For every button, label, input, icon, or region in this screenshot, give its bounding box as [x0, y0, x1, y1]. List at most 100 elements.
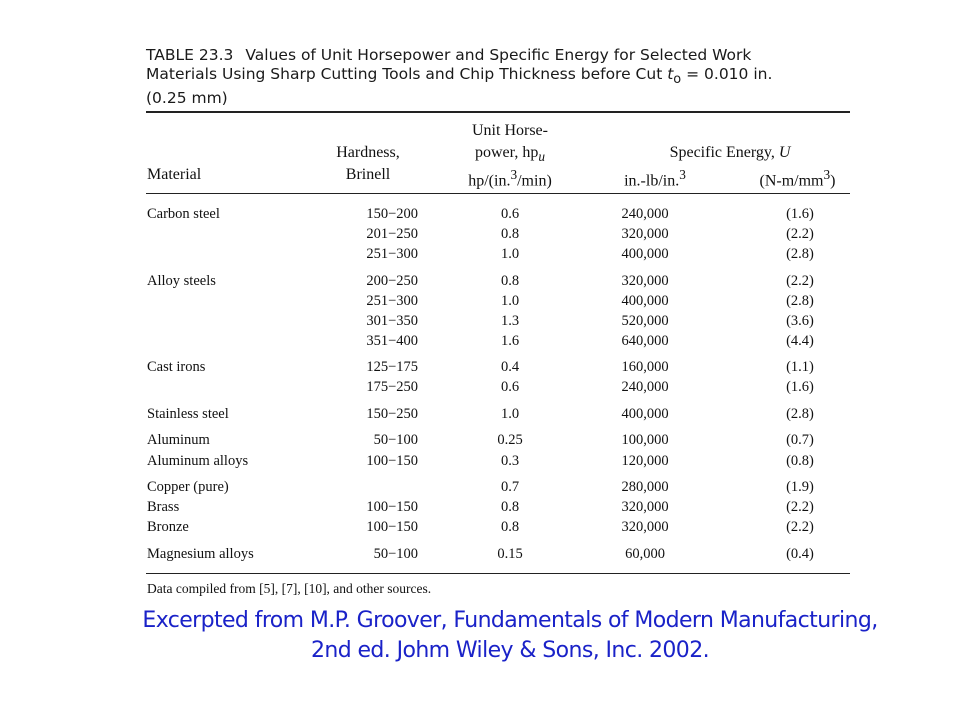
header-si-units: (N-m/mm3): [740, 165, 855, 190]
cell-unit-hp: 0.6: [500, 206, 520, 222]
header-hp-3: hp/(in.3/min): [430, 165, 590, 190]
header-hp-3-text: hp/(in.: [468, 172, 511, 190]
cell-material: Copper (pure): [147, 479, 229, 495]
table-top-rule: [146, 111, 850, 113]
header-se-text: Specific Energy,: [669, 144, 779, 161]
caption-text-2b: = 0.010 in.: [681, 65, 773, 83]
table-row: Alloy steels 200−250 0.8 320,000 (2.2): [0, 271, 960, 291]
cell-specific-energy: 400,000: [621, 246, 669, 262]
cell-material: Brass: [147, 499, 180, 515]
cell-unit-hp: 0.8: [500, 273, 520, 289]
table-row: Stainless steel 150−250 1.0 400,000 (2.8…: [0, 404, 960, 424]
table-row: Magnesium alloys 50−100 0.15 60,000 (0.4…: [0, 544, 960, 564]
table-bottom-rule: [146, 573, 850, 574]
cell-hardness: 251−300: [366, 293, 418, 309]
header-hardness-1: Hardness,: [336, 144, 400, 161]
table-row: Brass 100−150 0.8 320,000 (2.2): [0, 497, 960, 517]
cell-hardness: 251−300: [366, 246, 418, 262]
cell-si-energy: (2.2): [786, 519, 814, 535]
cell-unit-hp: 0.8: [500, 519, 520, 535]
table-row: 201−250 0.8 320,000 (2.2): [0, 224, 960, 244]
caption-line-3: (0.25 mm): [146, 89, 228, 108]
cell-hardness: 100−150: [366, 453, 418, 469]
cell-si-energy: (1.1): [786, 359, 814, 375]
header-material: Material: [147, 166, 202, 183]
cell-specific-energy: 320,000: [621, 499, 669, 515]
cell-unit-hp: 0.4: [500, 359, 520, 375]
table-row: Copper (pure) 0.7 280,000 (1.9): [0, 477, 960, 497]
header-si-units-end: ): [830, 172, 836, 190]
cell-si-energy: (2.2): [786, 226, 814, 242]
cell-material: Carbon steel: [147, 206, 220, 222]
cell-material: Cast irons: [147, 359, 206, 375]
cell-unit-hp: 0.8: [500, 499, 520, 515]
cell-hardness: 301−350: [366, 313, 418, 329]
cell-specific-energy: 320,000: [621, 273, 669, 289]
cell-hardness: 201−250: [366, 226, 418, 242]
cell-si-energy: (3.6): [786, 313, 814, 329]
cell-specific-energy: 120,000: [621, 453, 669, 469]
header-si-units-text: (N-m/mm: [759, 172, 824, 190]
cell-unit-hp: 1.0: [500, 246, 520, 262]
cell-hardness: 150−200: [366, 206, 418, 222]
cell-hardness: 150−250: [366, 406, 418, 422]
table-row: 175−250 0.6 240,000 (1.6): [0, 377, 960, 397]
cell-si-energy: (1.6): [786, 206, 814, 222]
cell-unit-hp: 1.3: [500, 313, 520, 329]
cell-material: Magnesium alloys: [147, 546, 254, 562]
cell-specific-energy: 520,000: [621, 313, 669, 329]
cell-hardness: 100−150: [366, 519, 418, 535]
cell-unit-hp: 1.0: [500, 406, 520, 422]
cell-si-energy: (2.8): [786, 246, 814, 262]
cell-hardness: 351−400: [366, 333, 418, 349]
cell-specific-energy: 240,000: [621, 206, 669, 222]
cell-specific-energy: 400,000: [621, 406, 669, 422]
header-hardness-2: Brinell: [345, 166, 391, 183]
cell-si-energy: (0.8): [786, 453, 814, 469]
header-se-units-text: in.-lb/in.: [624, 172, 680, 190]
credit-line-2: 2nd ed. Johm Wiley & Sons, Inc. 2002.: [310, 638, 710, 663]
header-hp-2-text: power, hp: [474, 144, 539, 161]
cell-specific-energy: 160,000: [621, 359, 669, 375]
caption-text-2: Materials Using Sharp Cutting Tools and …: [146, 65, 668, 83]
table-row: Bronze 100−150 0.8 320,000 (2.2): [0, 517, 960, 537]
cell-material: Alloy steels: [147, 273, 216, 289]
cell-si-energy: (2.8): [786, 293, 814, 309]
cell-material: Bronze: [147, 519, 189, 535]
cell-si-energy: (4.4): [786, 333, 814, 349]
cell-hardness: 200−250: [366, 273, 418, 289]
cell-unit-hp: 0.8: [500, 226, 520, 242]
cell-material: Aluminum alloys: [147, 453, 249, 469]
cell-unit-hp: 0.6: [500, 379, 520, 395]
table-row: Aluminum 50−100 0.25 100,000 (0.7): [0, 430, 960, 450]
cell-specific-energy: 320,000: [621, 226, 669, 242]
header-hp-3-sup: 3: [510, 167, 518, 182]
cell-unit-hp: 1.0: [500, 293, 520, 309]
caption-text-1: Values of Unit Horsepower and Specific E…: [245, 46, 752, 64]
source-credit: Excerpted from M.P. Groover, Fundamental…: [80, 606, 940, 666]
cell-unit-hp: 1.6: [500, 333, 520, 349]
cell-unit-hp: 0.25: [497, 432, 523, 448]
caption-line-2: Materials Using Sharp Cutting Tools and …: [146, 65, 856, 89]
caption-line-1: TABLE 23.3 Values of Unit Horsepower and …: [146, 46, 856, 65]
cell-hardness: 100−150: [366, 499, 418, 515]
header-se-units-sup: 3: [679, 167, 686, 182]
cell-specific-energy: 400,000: [621, 293, 669, 309]
cell-si-energy: (2.2): [786, 499, 814, 515]
cell-hardness: 125−175: [366, 359, 418, 375]
cell-unit-hp: 0.7: [500, 479, 520, 495]
table-row: Aluminum alloys 100−150 0.3 120,000 (0.8…: [0, 451, 960, 471]
table-row: 251−300 1.0 400,000 (2.8): [0, 244, 960, 264]
cell-material: Aluminum: [147, 432, 210, 448]
cell-si-energy: (1.9): [786, 479, 814, 495]
header-hp-3-end: /min): [517, 172, 552, 190]
table-number: TABLE 23.3: [146, 46, 234, 64]
cell-specific-energy: 240,000: [621, 379, 669, 395]
cell-si-energy: (0.7): [786, 432, 814, 448]
cell-specific-energy: 640,000: [621, 333, 669, 349]
cell-si-energy: (2.2): [786, 273, 814, 289]
header-hp-subscript: u: [538, 149, 545, 165]
caption-variable-subscript: o: [673, 72, 682, 88]
cell-unit-hp: 0.3: [500, 453, 520, 469]
header-se-var: U: [778, 144, 791, 161]
